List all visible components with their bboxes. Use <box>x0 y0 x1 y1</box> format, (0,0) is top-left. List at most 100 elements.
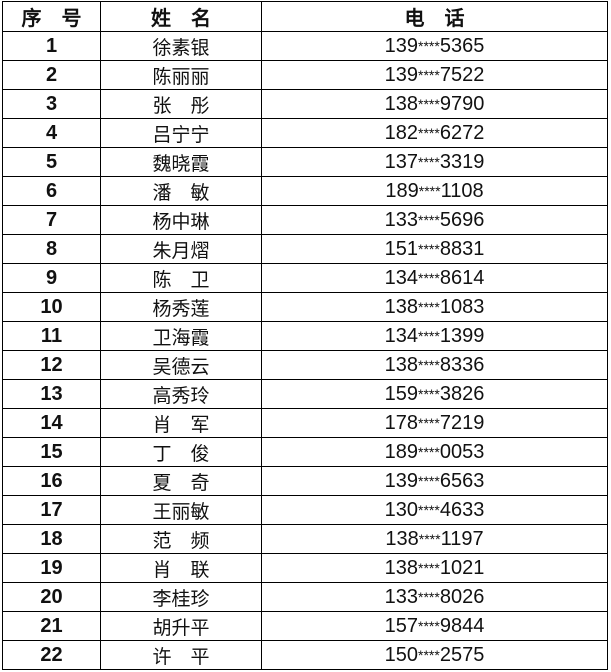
table-row: 19 肖 联 138****1021 <box>2 553 608 583</box>
phone-mask: **** <box>418 124 440 141</box>
row-index: 16 <box>2 466 101 496</box>
row-index: 11 <box>2 321 101 351</box>
phone-prefix: 138 <box>384 556 419 579</box>
phone-suffix: 0053 <box>439 440 485 463</box>
row-name: 杨中琳 <box>100 205 262 235</box>
phone-mask: **** <box>418 182 441 199</box>
row-name: 吴德云 <box>100 350 262 380</box>
row-index: 22 <box>2 640 101 670</box>
row-index: 21 <box>2 611 101 641</box>
row-name: 范 频 <box>100 524 262 554</box>
row-index: 8 <box>2 234 101 264</box>
phone-suffix: 7219 <box>439 411 485 434</box>
phone-suffix: 1197 <box>440 527 484 550</box>
phone-prefix: 151 <box>384 237 419 260</box>
phone-suffix: 3826 <box>439 382 485 405</box>
row-name: 许 平 <box>100 640 262 670</box>
phone-suffix: 7522 <box>439 63 485 86</box>
phone-prefix: 157 <box>384 614 419 637</box>
row-index: 12 <box>2 350 101 380</box>
phone-mask: **** <box>418 95 440 112</box>
row-phone: 139****7522 <box>261 60 608 90</box>
phone-mask: **** <box>418 240 440 257</box>
phone-suffix: 8614 <box>439 266 485 289</box>
phone-prefix: 139 <box>384 34 419 57</box>
row-name: 肖 联 <box>100 553 262 583</box>
row-phone: 189****1108 <box>261 176 608 206</box>
row-index: 19 <box>2 553 101 583</box>
phone-suffix: 4633 <box>439 498 485 521</box>
phone-mask: **** <box>418 559 440 576</box>
table-row: 5 魏晓霞 137****3319 <box>2 147 608 177</box>
table-row: 13 高秀玲 159****3826 <box>2 379 608 409</box>
row-phone: 189****0053 <box>261 437 608 467</box>
row-phone: 134****1399 <box>261 321 608 351</box>
table-row: 2 陈丽丽 139****7522 <box>2 60 608 90</box>
phone-prefix: 182 <box>384 121 419 144</box>
phone-mask: **** <box>418 443 440 460</box>
header-index: 序 号 <box>2 1 101 32</box>
row-index: 13 <box>2 379 101 409</box>
phone-prefix: 138 <box>385 527 419 550</box>
phone-prefix: 139 <box>384 63 419 86</box>
row-name: 朱月熠 <box>100 234 262 264</box>
row-index: 15 <box>2 437 101 467</box>
row-name: 丁 俊 <box>100 437 262 467</box>
row-phone: 138****1083 <box>261 292 608 322</box>
row-name: 杨秀莲 <box>100 292 262 322</box>
table-row: 17 王丽敏 130****4633 <box>2 495 608 525</box>
phone-suffix: 9790 <box>439 92 485 115</box>
row-name: 高秀玲 <box>100 379 262 409</box>
row-index: 9 <box>2 263 101 293</box>
row-phone: 157****9844 <box>261 611 608 641</box>
row-phone: 138****9790 <box>261 89 608 119</box>
phone-mask: **** <box>418 356 440 373</box>
row-index: 1 <box>2 31 101 61</box>
table-row: 4 吕宁宁 182****6272 <box>2 118 608 148</box>
row-name: 魏晓霞 <box>100 147 262 177</box>
row-name: 潘 敏 <box>100 176 262 206</box>
phone-suffix: 6563 <box>439 469 485 492</box>
table-row: 1 徐素银 139****5365 <box>2 31 608 61</box>
table-row: 10 杨秀莲 138****1083 <box>2 292 608 322</box>
row-name: 卫海霞 <box>100 321 262 351</box>
row-name: 吕宁宁 <box>100 118 262 148</box>
header-phone: 电 话 <box>261 1 608 32</box>
phone-mask: **** <box>418 66 440 83</box>
row-index: 18 <box>2 524 101 554</box>
row-index: 14 <box>2 408 101 438</box>
table-row: 21 胡升平 157****9844 <box>2 611 608 641</box>
phone-mask: **** <box>418 153 440 170</box>
phone-prefix: 178 <box>384 411 419 434</box>
phone-suffix: 9844 <box>439 614 485 637</box>
header-name: 姓 名 <box>100 1 262 32</box>
row-phone: 182****6272 <box>261 118 608 148</box>
phone-mask: **** <box>418 530 441 547</box>
phone-prefix: 134 <box>384 324 419 347</box>
phone-prefix: 137 <box>384 150 419 173</box>
phone-suffix: 3319 <box>439 150 485 173</box>
row-phone: 138****1197 <box>261 524 608 554</box>
row-index: 2 <box>2 60 101 90</box>
row-index: 3 <box>2 89 101 119</box>
table-row: 8 朱月熠 151****8831 <box>2 234 608 264</box>
header-row: 序 号 姓 名 电 话 <box>2 1 608 32</box>
row-index: 4 <box>2 118 101 148</box>
phone-prefix: 133 <box>384 585 419 608</box>
row-index: 7 <box>2 205 101 235</box>
phone-prefix: 138 <box>384 295 419 318</box>
phone-mask: **** <box>418 211 440 228</box>
phone-mask: **** <box>418 588 440 605</box>
row-phone: 133****8026 <box>261 582 608 612</box>
row-index: 6 <box>2 176 101 206</box>
table-row: 22 许 平 150****2575 <box>2 640 608 670</box>
phone-prefix: 189 <box>385 179 419 202</box>
row-phone: 133****5696 <box>261 205 608 235</box>
phone-mask: **** <box>418 646 440 663</box>
phone-mask: **** <box>418 385 440 402</box>
row-index: 5 <box>2 147 101 177</box>
row-name: 王丽敏 <box>100 495 262 525</box>
